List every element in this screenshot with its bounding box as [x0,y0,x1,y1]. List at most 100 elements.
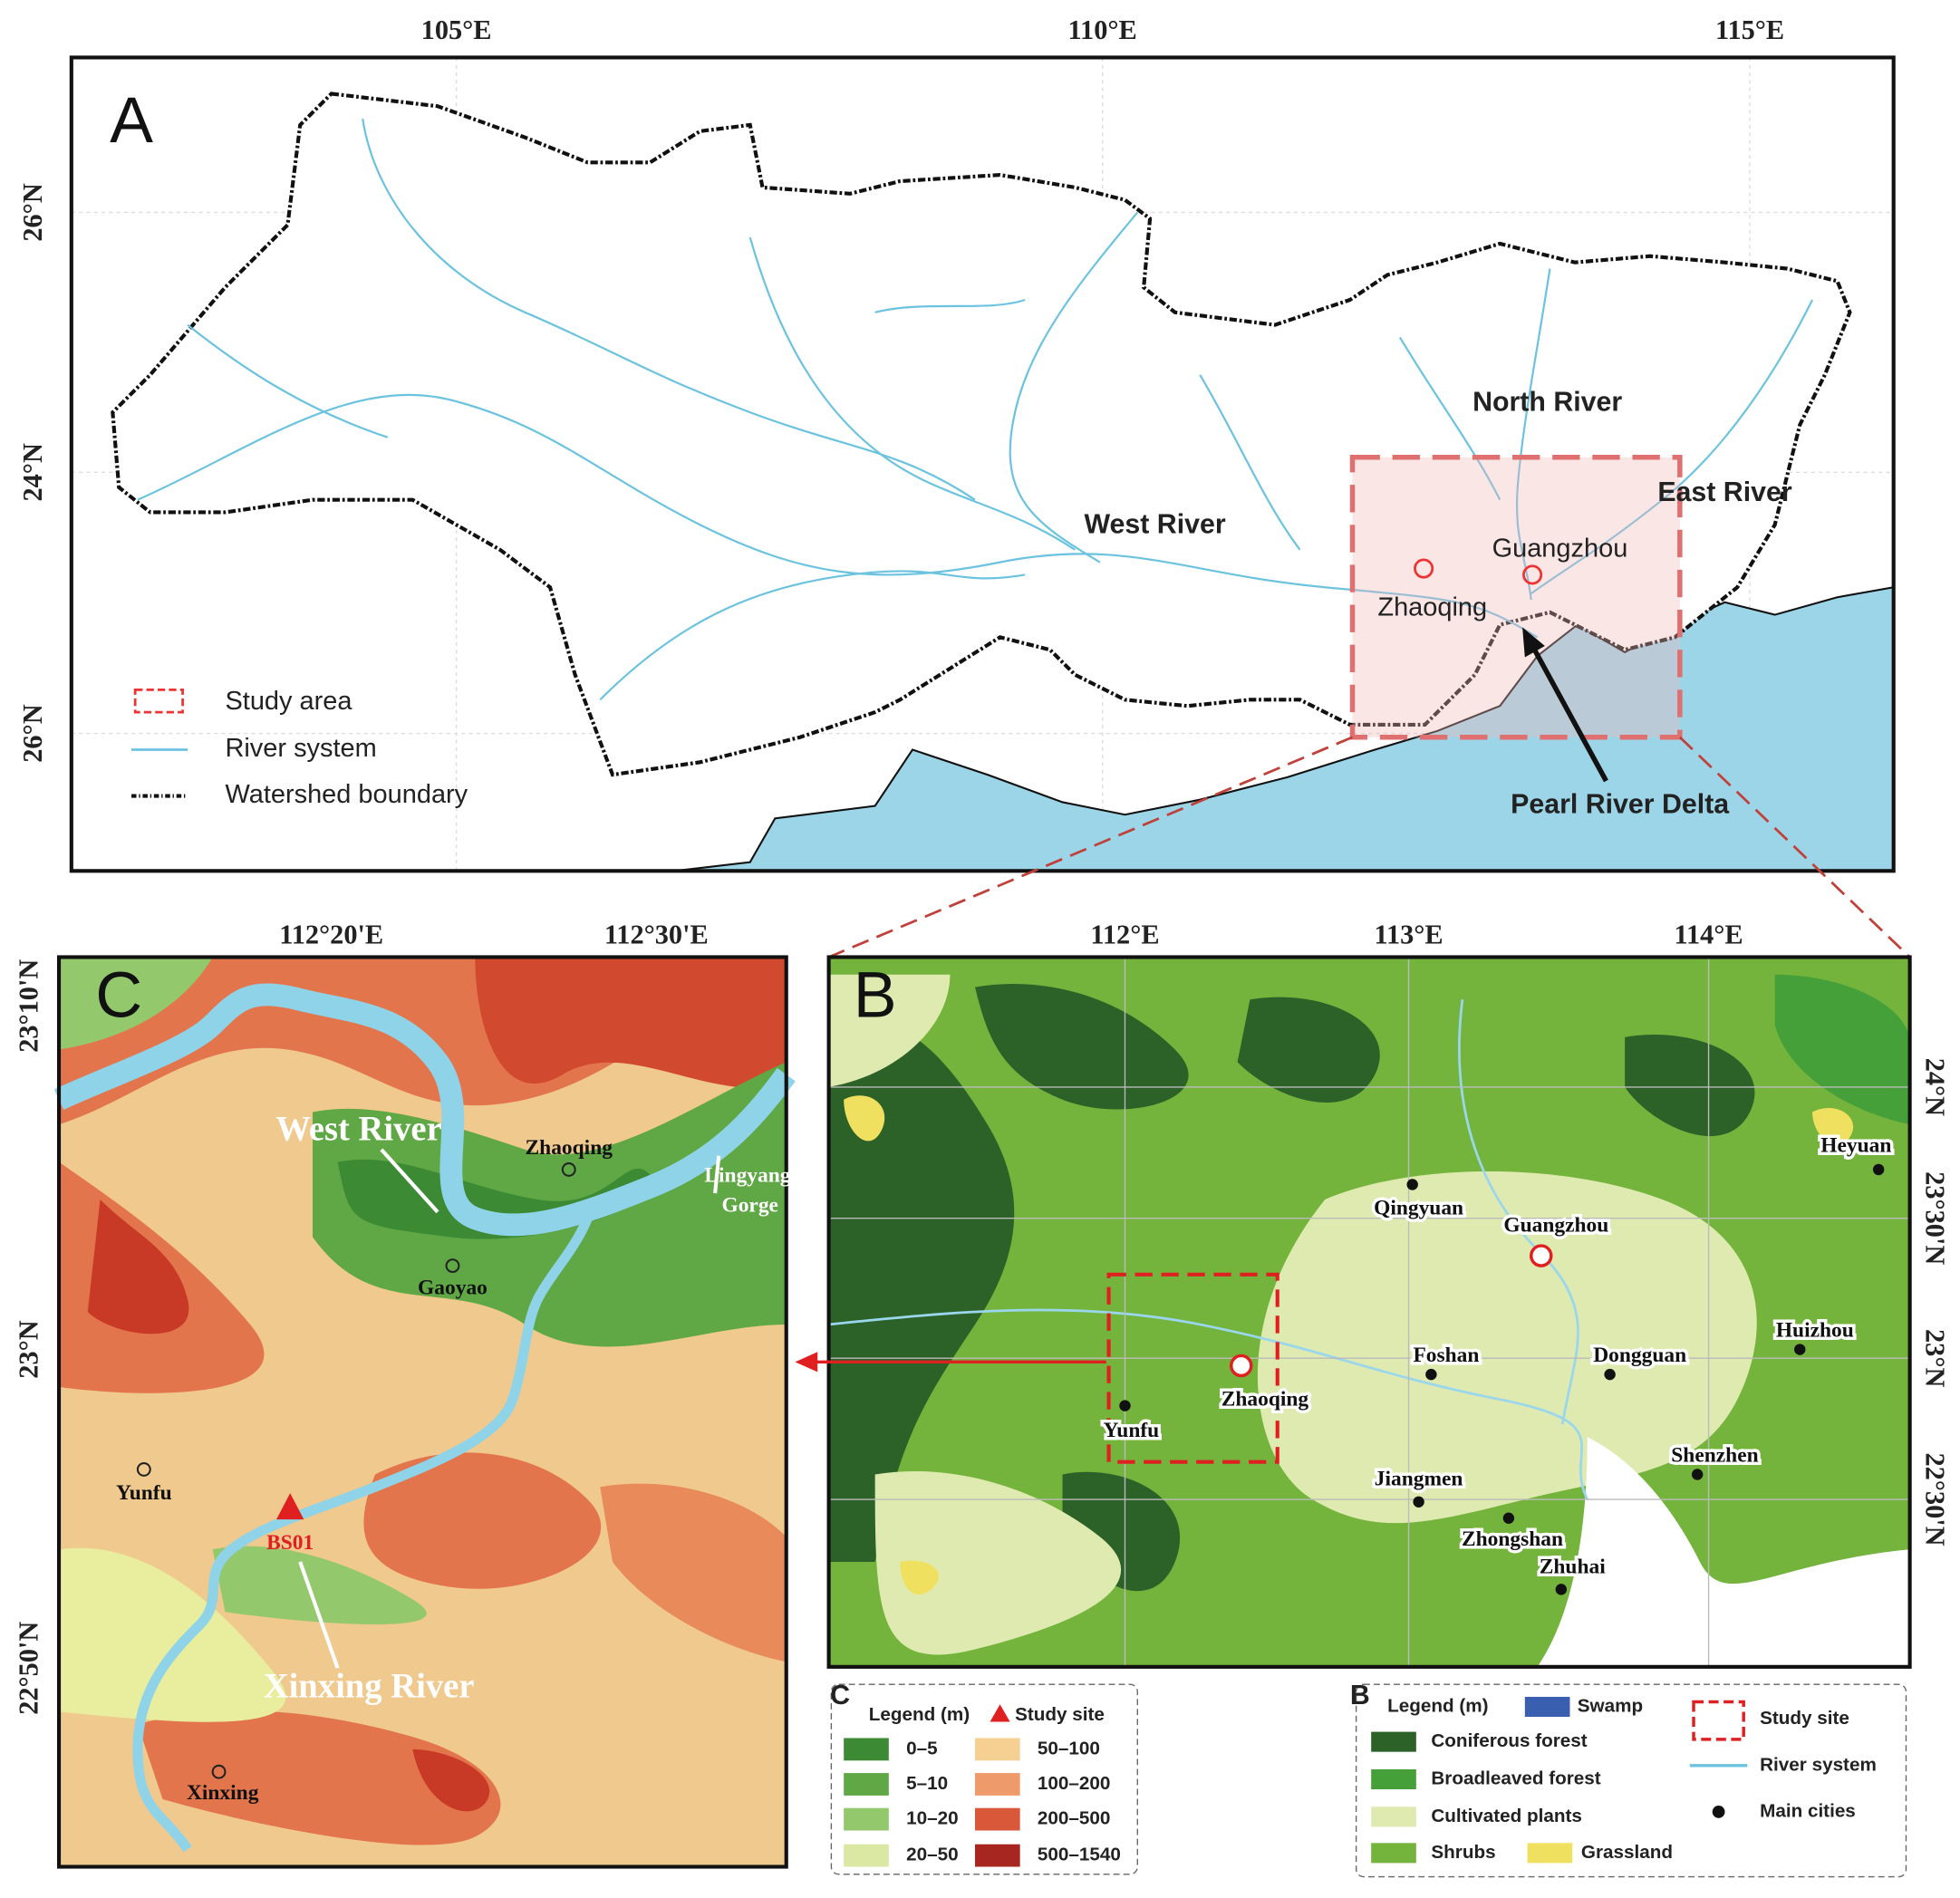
legend-swatch [844,1738,889,1761]
city-label: Zhaoqing [1221,1387,1309,1411]
lat-tick-label: 24°N [1919,1058,1950,1116]
place-marker [136,1462,151,1477]
map-shape [900,1560,939,1595]
map-shape [59,957,213,1050]
legend-title: Legend (m) [869,1704,970,1725]
panel-label: A [110,84,153,157]
legend-label: Main cities [1760,1800,1856,1821]
map-shape [212,1546,427,1624]
legend-swatch [1371,1768,1416,1790]
lat-tick-label: 23°30'N [1919,1171,1950,1265]
city-label: Foshan [1413,1344,1479,1367]
map-shape [874,298,1026,313]
site-label: BS01 [266,1531,314,1555]
map-shape [828,1308,1589,1500]
place-marker [445,1258,460,1274]
legend-label: 200–500 [1038,1808,1110,1829]
rivers [137,118,1814,701]
map-shape [1530,299,1814,595]
legend-swatch [974,1844,1020,1867]
panel-c-elevation [53,957,796,1867]
legend-label: River system [225,734,376,763]
lon-tick-label: 110°E [1068,14,1137,45]
panel-b-border [826,955,1912,1669]
map-shape [1625,1035,1755,1137]
map-shape [132,1216,593,1853]
map-shape [600,1483,787,1662]
city-marker [1119,1400,1131,1411]
gorge-label: Gorge [721,1194,777,1218]
place-label: Zhaoqing [526,1136,613,1160]
map-shape [362,118,976,501]
place-label: Yunfu [116,1481,172,1505]
legend-label: Shrubs [1431,1842,1495,1863]
legend-swatch [1371,1806,1416,1827]
legend-swatch [1371,1731,1416,1752]
legend-swatch [1371,1843,1416,1864]
legend-label: 50–100 [1038,1738,1100,1758]
legend-label: River system [1760,1754,1877,1775]
legend-panel-label: B [1350,1681,1370,1710]
city-marker [1872,1163,1885,1176]
map-shape [53,983,796,1237]
lat-tick-label: 22°50'N [14,1622,44,1715]
map-shape [974,984,1189,1110]
place-label: Gaoyao [418,1277,488,1300]
map-shape [844,1095,885,1142]
city-marker [1229,1354,1253,1378]
sea [674,585,1895,872]
gorge-label: Lingyang [704,1164,790,1188]
panel-b-grid [828,957,1910,1667]
map-shape [187,323,389,438]
legend-b-box [1355,1683,1907,1878]
legend-swatch [844,1844,889,1867]
arrow-head [795,1352,818,1373]
lat-tick-label: 23°N [14,1320,44,1378]
legend-swatch [1712,1805,1725,1818]
city-marker [1406,1179,1418,1190]
study-site-box [1106,1272,1279,1464]
lon-tick-label: 112°E [1090,919,1159,949]
legend-swatch [1524,1696,1570,1718]
panel-label: B [854,959,897,1031]
legend-label: Study site [1015,1704,1105,1725]
map-shape [87,1199,189,1334]
lat-tick-label: 23°N [1919,1329,1950,1387]
legend-label: Broadleaved forest [1431,1768,1600,1788]
lat-tick-label: 23°10'N [14,959,44,1053]
map-shape [1812,1108,1854,1145]
map-shape [475,957,787,1089]
map-shape [137,1710,501,1845]
city-marker [1555,1584,1568,1595]
map-shape [874,1470,1122,1655]
map-shape [828,1018,1015,1562]
legend-swatch [974,1738,1020,1761]
legend-title: Legend (m) [1387,1695,1488,1716]
city-label: Huizhou [1776,1319,1854,1343]
city-marker [1502,1512,1515,1524]
lon-tick-label: 115°E [1715,14,1784,45]
city-label: Zhuhai [1540,1555,1606,1578]
map-shape [137,393,1539,639]
legend-label: 5–10 [906,1773,948,1794]
legend-label: 0–5 [906,1738,937,1758]
label-arrow [380,1148,439,1214]
legend-label: 500–1540 [1038,1845,1121,1865]
callout-arrow [1529,641,1608,783]
legend-panel-label: C [830,1681,850,1710]
map-shape [828,974,951,1087]
lon-tick-label: 112°20'E [279,919,383,949]
label-arrow [713,1155,721,1194]
map-shape [748,236,1076,551]
map-shape [1257,1171,1757,1524]
legend-swatch [844,1807,889,1831]
panel-a-border [69,55,1896,873]
legend-swatch [844,1773,889,1796]
legend-swatch [1692,1700,1745,1741]
river-label: West River [275,1110,441,1148]
legend-site-marker [990,1704,1010,1722]
map-shape [1516,268,1551,601]
panel-c-border [56,955,788,1869]
map-shape [1537,1437,1910,1667]
